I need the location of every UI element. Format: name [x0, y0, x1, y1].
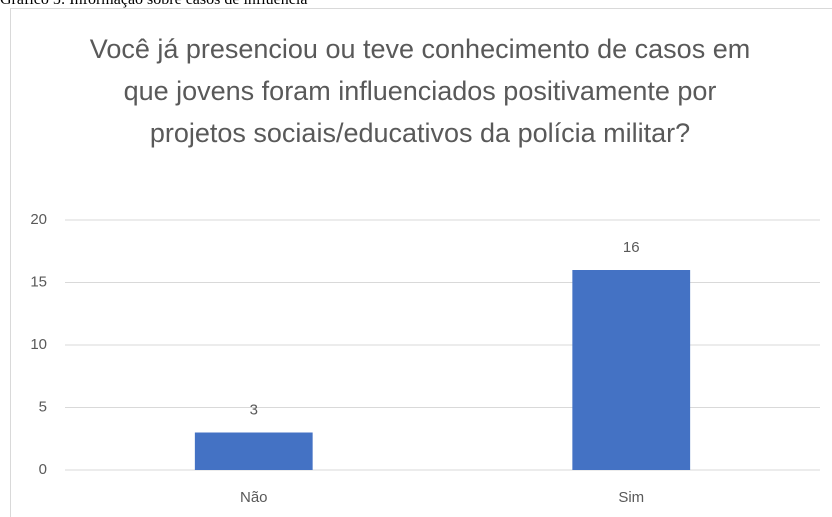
bar — [194, 432, 313, 470]
bar — [572, 270, 691, 470]
y-tick-label: 5 — [39, 398, 47, 415]
x-tick-label: Não — [240, 489, 268, 506]
y-tick-label: 20 — [30, 211, 47, 228]
chart-frame — [10, 8, 832, 517]
y-tick-label: 10 — [30, 336, 47, 353]
x-tick-label: Sim — [618, 489, 644, 506]
data-label: 16 — [623, 239, 640, 256]
y-tick-label: 15 — [30, 273, 47, 290]
data-label: 3 — [250, 401, 258, 418]
y-tick-label: 0 — [39, 461, 47, 478]
chart-title: Você já presenciou ou teve conhecimento … — [89, 34, 751, 148]
figure-caption: Gráfico 5: Informação sobre casos de inf… — [0, 0, 307, 9]
